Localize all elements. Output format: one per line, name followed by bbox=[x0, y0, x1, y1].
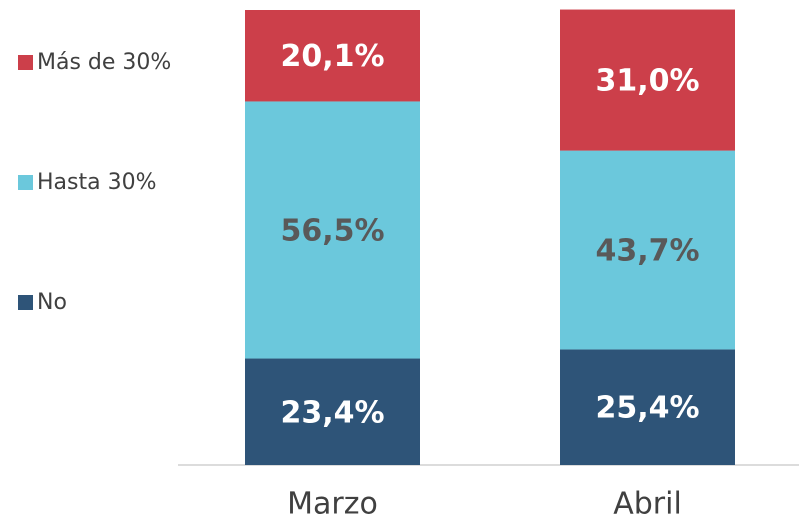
legend-label: Hasta 30% bbox=[37, 170, 157, 195]
legend-label: No bbox=[37, 290, 67, 315]
value-label: 20,1% bbox=[280, 39, 384, 74]
bar-segment bbox=[245, 101, 420, 359]
value-label: 43,7% bbox=[595, 234, 699, 269]
bar-segment bbox=[560, 150, 735, 350]
x-tick-label: Abril bbox=[613, 487, 682, 522]
bar-segment bbox=[560, 9, 735, 151]
value-label: 56,5% bbox=[280, 213, 384, 248]
legend-swatch bbox=[18, 175, 33, 190]
value-label: 23,4% bbox=[280, 395, 384, 430]
value-label: 25,4% bbox=[595, 391, 699, 426]
value-label: 31,0% bbox=[595, 64, 699, 99]
legend-label: Más de 30% bbox=[37, 50, 171, 75]
bar-segment bbox=[560, 349, 735, 465]
bar-segment bbox=[245, 358, 420, 465]
bar-segment bbox=[245, 10, 420, 102]
x-tick-label: Marzo bbox=[287, 487, 378, 522]
legend-swatch bbox=[18, 295, 33, 310]
legend-swatch bbox=[18, 55, 33, 70]
